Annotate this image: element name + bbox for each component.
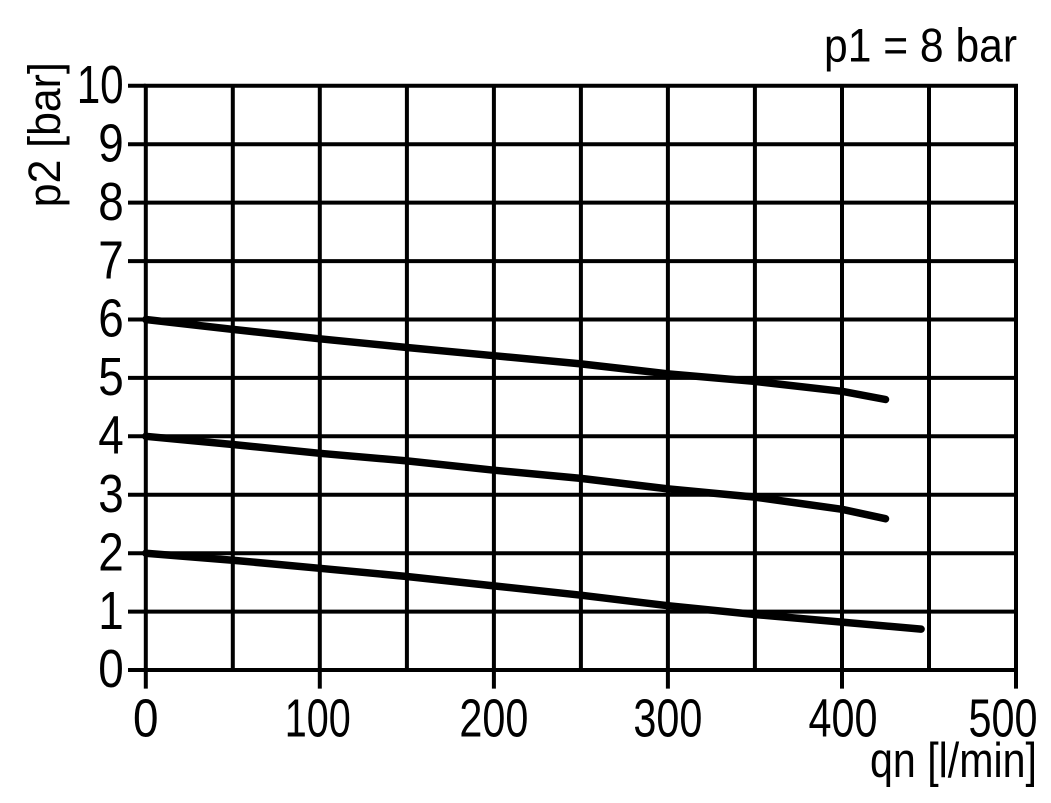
svg-text:0: 0 [133,688,159,748]
svg-text:p2 [bar]: p2 [bar] [19,62,70,207]
svg-text:8: 8 [98,172,124,232]
svg-text:4: 4 [98,406,124,466]
svg-text:0: 0 [98,639,124,699]
svg-text:1: 1 [98,581,124,641]
svg-text:5: 5 [98,347,124,407]
svg-text:200: 200 [459,688,528,748]
svg-text:2: 2 [98,522,124,582]
svg-text:7: 7 [98,230,124,290]
svg-text:6: 6 [98,289,124,349]
svg-text:300: 300 [633,688,702,748]
svg-text:400: 400 [809,688,878,748]
svg-text:9: 9 [98,113,124,173]
svg-text:100: 100 [285,688,351,748]
svg-text:500: 500 [969,688,1038,748]
svg-text:p1 = 8 bar: p1 = 8 bar [824,19,1017,72]
svg-text:3: 3 [98,464,124,524]
svg-text:qn [l/min]: qn [l/min] [870,734,1037,788]
svg-text:10: 10 [77,55,124,115]
